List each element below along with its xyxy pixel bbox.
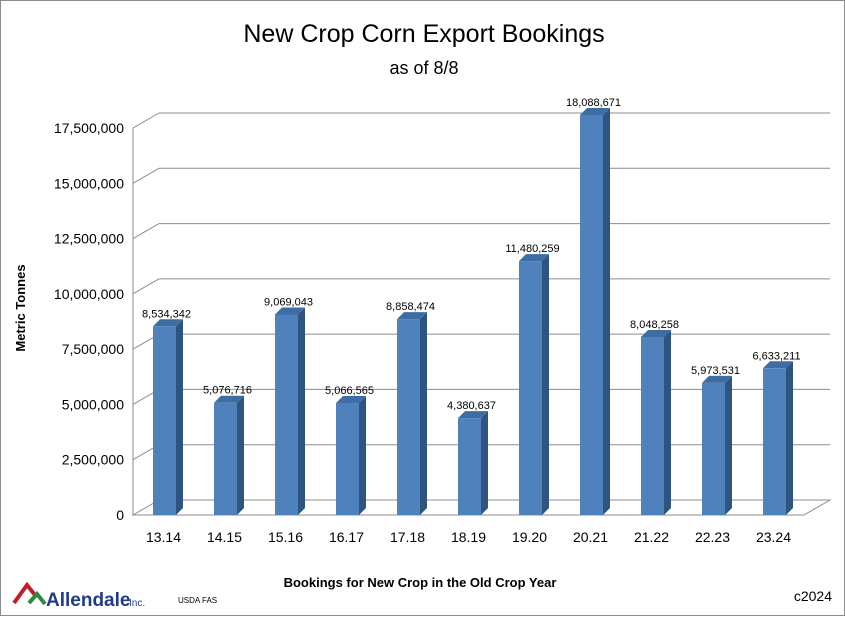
- x-tick-label: 15.16: [268, 529, 303, 545]
- bar: [702, 375, 732, 515]
- data-label: 4,380,637: [447, 400, 496, 412]
- bar-top: [397, 312, 427, 320]
- bar-side: [603, 107, 610, 515]
- data-label: 5,973,531: [691, 365, 740, 377]
- gridline-side: [132, 223, 160, 240]
- bar-side: [481, 411, 488, 515]
- bar: [397, 312, 427, 515]
- bar: [336, 395, 366, 515]
- bar-front: [641, 337, 664, 515]
- y-tick-label: 10,000,000: [54, 286, 124, 302]
- bar: [153, 319, 183, 515]
- bar-side: [786, 361, 793, 515]
- x-tick-label: 13.14: [146, 529, 181, 545]
- bar-top: [275, 307, 305, 315]
- bar-side: [237, 395, 244, 515]
- logo-peak-green-icon: [27, 590, 47, 606]
- x-axis-title: Bookings for New Crop in the Old Crop Ye…: [284, 575, 557, 590]
- data-label: 18,088,671: [566, 97, 621, 109]
- x-tick-label: 21.22: [634, 529, 669, 545]
- x-axis-ticks: 13.14 14.15 15.16 16.17 17.18 18.19 19.20 20.21…: [146, 529, 791, 545]
- chart-title: New Crop Corn Export Bookings: [243, 20, 604, 48]
- y-tick-label: 12,500,000: [54, 231, 124, 247]
- y-tick-label: 5,000,000: [62, 396, 124, 412]
- bar-front: [519, 261, 542, 515]
- bar-side: [359, 395, 366, 515]
- bars: [153, 107, 793, 516]
- bar-top: [458, 411, 488, 419]
- logo-peak-red-icon: [12, 581, 37, 605]
- gridline-side: [132, 167, 160, 184]
- bar-top: [702, 375, 732, 383]
- y-axis-title: Metric Tonnes: [13, 264, 28, 351]
- y-axis-ticks: 0 2,500,000 5,000,000 7,500,000 10,000,000 12…: [54, 120, 124, 523]
- chart-subtitle: as of 8/8: [389, 58, 458, 78]
- x-tick-label: 17.18: [390, 529, 425, 545]
- data-label: 9,069,043: [264, 296, 313, 308]
- y-tick-label: 0: [116, 507, 124, 523]
- bar-front: [763, 368, 786, 515]
- bar-front: [458, 418, 481, 515]
- data-labels: 8,534,342 5,076,716 9,069,043 5,066,565 8,85…: [142, 97, 801, 412]
- bar-top: [580, 107, 610, 115]
- source-note: USDA FAS: [178, 596, 217, 605]
- copyright: c2024: [794, 588, 832, 604]
- bar: [458, 411, 488, 515]
- logo-text: Allendale: [46, 590, 130, 611]
- bar-side: [176, 319, 183, 515]
- bar-side: [542, 254, 549, 516]
- x-tick-label: 16.17: [329, 529, 364, 545]
- bar: [580, 107, 610, 515]
- x-tick-label: 14.15: [207, 529, 242, 545]
- data-label: 11,480,259: [505, 243, 559, 255]
- x-tick-label: 22.23: [695, 529, 730, 545]
- x-tick-label: 20.21: [573, 529, 608, 545]
- bar-side: [725, 375, 732, 515]
- gridline-side: [132, 112, 160, 129]
- data-label: 5,076,716: [203, 385, 252, 397]
- bar-side: [298, 307, 305, 515]
- x-tick-label: 18.19: [451, 529, 486, 545]
- bar-side: [664, 330, 671, 515]
- y-tick-label: 17,500,000: [54, 120, 124, 136]
- bar-front: [336, 402, 359, 515]
- data-label: 8,858,474: [386, 301, 435, 313]
- data-label: 8,048,258: [630, 319, 679, 331]
- y-tick-label: 2,500,000: [62, 452, 124, 468]
- y-tick-label: 15,000,000: [54, 175, 124, 191]
- bar: [519, 254, 549, 516]
- bar-top: [214, 395, 244, 403]
- bar-top: [763, 361, 793, 369]
- bar-top: [153, 319, 183, 327]
- gridline-side: [132, 278, 160, 295]
- bar: [763, 361, 793, 515]
- allendale-logo: Allendale Inc.: [12, 581, 145, 611]
- x-tick-label: 19.20: [512, 529, 547, 545]
- bar: [214, 395, 244, 515]
- x-tick-label: 23.24: [756, 529, 791, 545]
- y-tick-label: 7,500,000: [62, 341, 124, 357]
- bar-front: [153, 326, 176, 515]
- bar-top: [641, 330, 671, 338]
- data-label: 6,633,211: [752, 350, 800, 362]
- bar-front: [702, 382, 725, 515]
- bar: [641, 330, 671, 515]
- data-label: 8,534,342: [142, 308, 191, 320]
- bar-front: [397, 319, 420, 515]
- logo-suffix: Inc.: [129, 598, 145, 609]
- bar-top: [519, 254, 549, 262]
- bar-front: [580, 114, 603, 515]
- bar: [275, 307, 305, 515]
- bar-front: [214, 402, 237, 515]
- bar-side: [420, 312, 427, 515]
- bar-front: [275, 314, 298, 515]
- bar-top: [336, 395, 366, 403]
- data-label: 5,066,565: [325, 385, 374, 397]
